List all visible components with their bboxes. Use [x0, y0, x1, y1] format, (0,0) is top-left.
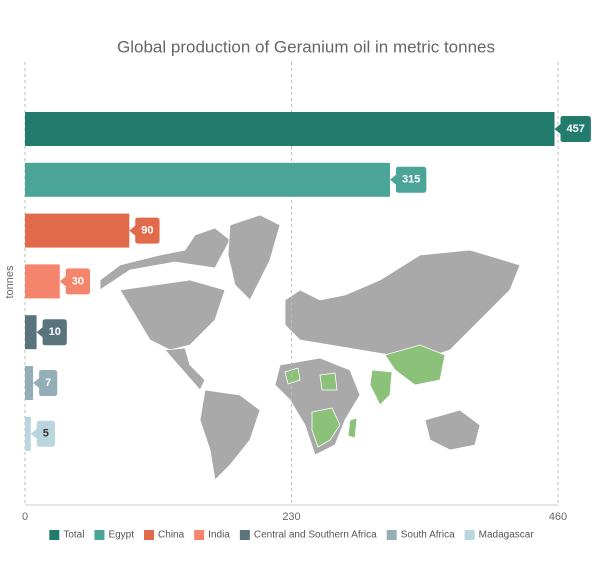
- data-label-bg: [33, 370, 58, 396]
- bar: [25, 162, 390, 197]
- data-label-text: 10: [49, 326, 61, 338]
- legend-swatch: [144, 530, 155, 540]
- legend-text: South Africa: [401, 530, 455, 541]
- legend-text: China: [158, 530, 185, 541]
- data-label-text: 315: [402, 174, 420, 186]
- data-label-bg: [129, 217, 160, 244]
- chart-title: Global production of Geranium oil in met…: [117, 37, 495, 56]
- legend-item: Egypt: [94, 530, 134, 541]
- data-label-bg: [554, 116, 591, 142]
- legend-swatch: [464, 530, 475, 540]
- x-tick-label: 230: [282, 511, 300, 523]
- legend-item: Total: [49, 530, 84, 541]
- bar: [25, 416, 31, 451]
- data-label-bg: [59, 268, 91, 295]
- legend-item: Madagascar: [464, 530, 535, 541]
- legend-text: Madagascar: [479, 530, 535, 541]
- legend-text: Egypt: [108, 530, 134, 541]
- legend-item: South Africa: [386, 530, 455, 541]
- legend-text: Total: [63, 530, 84, 541]
- y-axis-label: tonnes: [4, 265, 16, 299]
- legend-swatch: [94, 530, 105, 540]
- legend-swatch: [194, 530, 205, 540]
- bar: [25, 315, 37, 350]
- bar: [25, 213, 130, 248]
- legend-swatch: [386, 530, 397, 540]
- data-label: 5: [30, 420, 55, 447]
- bar: [25, 112, 555, 146]
- legend: Total Egypt China India Central and Southern…: [49, 530, 534, 541]
- data-label: 10: [36, 319, 67, 346]
- legend-swatch: [49, 530, 60, 540]
- data-label-bg: [389, 166, 427, 193]
- legend-item: China: [144, 530, 185, 541]
- bar: [25, 264, 60, 299]
- data-label: 7: [33, 370, 58, 396]
- legend-text: India: [208, 530, 230, 541]
- data-label-text: 90: [141, 225, 153, 237]
- data-label-text: 457: [567, 123, 585, 135]
- world-map: [99, 214, 521, 481]
- data-label-text: 5: [43, 428, 49, 440]
- legend-item: India: [194, 530, 230, 541]
- legend-text: Central and Southern Africa: [254, 530, 377, 541]
- data-label-bg: [36, 319, 67, 346]
- data-label-bg: [30, 420, 55, 447]
- legend-swatch: [239, 530, 250, 540]
- data-label-text: 30: [72, 275, 84, 287]
- x-tick-label: 460: [549, 511, 567, 523]
- data-label: 315: [389, 166, 427, 193]
- data-label: 90: [129, 217, 160, 244]
- data-label-text: 7: [45, 377, 51, 389]
- data-label: 30: [59, 268, 91, 295]
- bar: [25, 366, 34, 400]
- legend-item: Central and Southern Africa: [239, 530, 377, 541]
- data-label: 457: [554, 116, 591, 142]
- x-tick-label: 0: [22, 511, 28, 523]
